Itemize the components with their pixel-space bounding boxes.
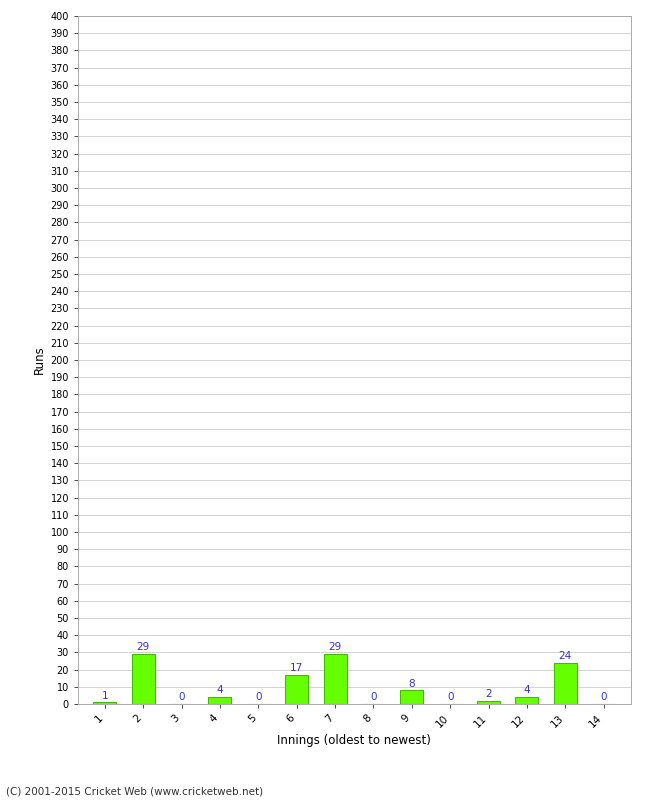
Y-axis label: Runs: Runs [33,346,46,374]
Text: 0: 0 [255,692,261,702]
Text: 0: 0 [178,692,185,702]
Text: 4: 4 [524,686,530,695]
Text: 17: 17 [290,663,304,673]
Text: 0: 0 [370,692,377,702]
Text: 24: 24 [558,651,572,661]
Text: 2: 2 [486,689,492,699]
Text: 8: 8 [408,678,415,689]
X-axis label: Innings (oldest to newest): Innings (oldest to newest) [278,734,431,746]
Bar [94,702,116,704]
Text: (C) 2001-2015 Cricket Web (www.cricketweb.net): (C) 2001-2015 Cricket Web (www.cricketwe… [6,786,264,796]
Text: 1: 1 [101,690,108,701]
Bar [209,697,231,704]
Text: 0: 0 [447,692,454,702]
Text: 0: 0 [601,692,607,702]
Bar [554,662,577,704]
Bar [132,654,155,704]
Bar [324,654,346,704]
Text: 29: 29 [328,642,342,653]
Text: 29: 29 [136,642,150,653]
Bar [477,701,500,704]
Text: 4: 4 [216,686,223,695]
Bar [515,697,538,704]
Bar [400,690,423,704]
Bar [285,674,308,704]
